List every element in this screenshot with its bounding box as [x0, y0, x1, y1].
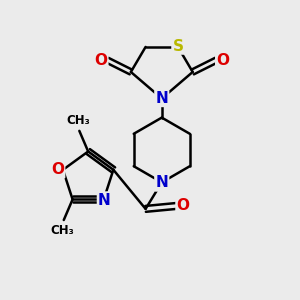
Text: N: N — [155, 176, 168, 190]
Text: CH₃: CH₃ — [50, 224, 74, 237]
Text: S: S — [172, 39, 184, 54]
Text: O: O — [216, 53, 229, 68]
Text: N: N — [98, 193, 111, 208]
Text: CH₃: CH₃ — [66, 114, 90, 127]
Text: O: O — [94, 53, 107, 68]
Text: N: N — [155, 91, 168, 106]
Text: O: O — [176, 198, 190, 213]
Text: O: O — [51, 162, 64, 177]
